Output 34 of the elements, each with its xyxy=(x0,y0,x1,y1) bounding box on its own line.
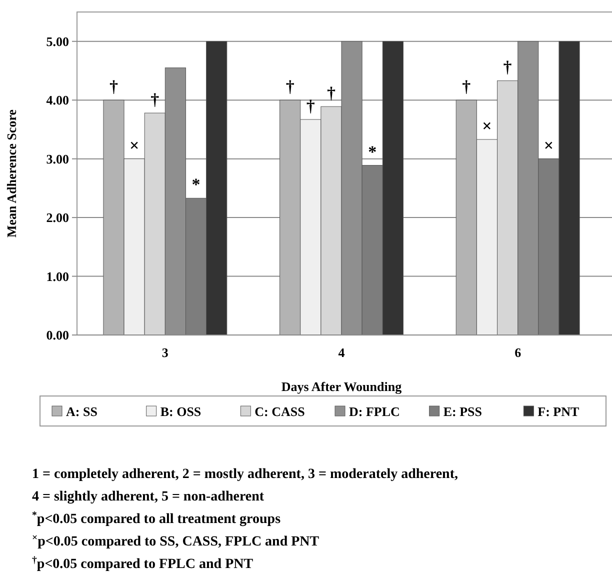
legend-label: C: CASS xyxy=(254,404,305,419)
legend-label: E: PSS xyxy=(443,404,482,419)
y-tick-label: 0.00 xyxy=(46,328,69,343)
y-tick-label: 3.00 xyxy=(46,151,69,166)
y-tick-label: 4.00 xyxy=(46,92,69,108)
legend-label: F: PNT xyxy=(538,404,580,419)
y-axis-title: Mean Adherence Score xyxy=(4,109,19,238)
annotation: † xyxy=(109,77,118,96)
annotation: † xyxy=(326,84,336,103)
annotation: * xyxy=(192,175,200,194)
text: 4 = slightly adherent, 5 = non-adherent xyxy=(32,490,264,504)
annotation: × xyxy=(544,136,554,155)
annotation: × xyxy=(129,136,140,155)
legend-label: A: SS xyxy=(66,404,98,419)
legend-label: D: FPLC xyxy=(349,404,400,419)
annotation: † xyxy=(503,58,512,77)
text: $^{*}$p<0.05 compared to all treatment groups xyxy=(32,510,282,527)
y-tick-label: 1.00 xyxy=(46,268,69,284)
annotation: † xyxy=(286,77,295,96)
annotation: † xyxy=(150,90,160,110)
text: 1 = completely adherent, 2 = mostly adherent, 3 = moderately adherent, xyxy=(32,467,458,482)
y-tick-label: 5.00 xyxy=(46,34,69,49)
text: $^{×}$p<0.05 compared to SS, CASS, FPLC and PNT xyxy=(32,532,320,550)
x-tick-label: 6 xyxy=(514,345,522,360)
x-tick-label: 4 xyxy=(338,345,346,360)
annotation: × xyxy=(482,116,492,136)
annotation: † xyxy=(306,96,316,116)
text: $^{†}$p<0.05 compared to FPLC and PNT xyxy=(32,554,254,572)
x-tick-label: 3 xyxy=(162,345,169,360)
legend-label: B: OSS xyxy=(160,404,202,419)
x-axis-title: Days After Wounding xyxy=(281,379,402,394)
annotation: † xyxy=(462,77,472,96)
annotation: * xyxy=(368,142,377,162)
y-tick-label: 2.00 xyxy=(46,210,69,226)
